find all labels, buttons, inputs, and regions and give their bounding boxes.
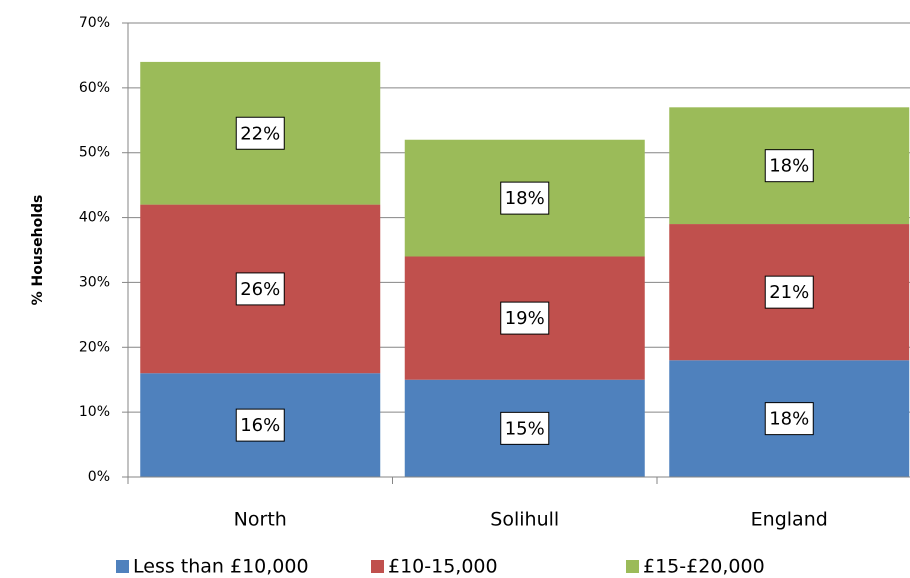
data-label: 16% (240, 415, 280, 436)
legend-label: Less than £10,000 (133, 556, 309, 578)
data-label-box (764, 402, 814, 436)
data-label: 15% (505, 418, 545, 439)
data-label: 18% (769, 156, 809, 177)
y-tick-label: 50% (79, 145, 110, 161)
data-label: 18% (769, 409, 809, 430)
legend-label: £15-£20,000 (643, 556, 765, 578)
legend-label: £10-15,000 (388, 556, 498, 578)
data-label: 19% (505, 308, 545, 329)
data-label-box (235, 408, 285, 442)
y-tick-label: 70% (79, 15, 110, 31)
data-label-box (500, 301, 550, 335)
y-tick-label: 10% (79, 404, 110, 420)
y-axis-label: % Households (30, 195, 46, 306)
data-label-box (235, 116, 285, 150)
y-tick-label: 60% (79, 80, 110, 96)
data-label-box (500, 411, 550, 445)
data-label: 22% (240, 123, 280, 144)
data-label-box (500, 181, 550, 215)
x-tick-label: England (751, 509, 828, 531)
legend-swatch (626, 560, 639, 573)
legend-swatch (116, 560, 129, 573)
x-tick-label: Solihull (490, 509, 559, 531)
y-tick-label: 40% (79, 210, 110, 226)
data-label-box (235, 272, 285, 306)
y-tick-label: 0% (88, 469, 110, 485)
y-tick-label: 20% (79, 339, 110, 355)
data-label-box (764, 149, 814, 183)
x-tick-label: North (234, 509, 287, 531)
y-tick-label: 30% (79, 274, 110, 290)
legend-swatch (371, 560, 384, 573)
data-label: 26% (240, 279, 280, 300)
data-label-box (764, 275, 814, 309)
data-label: 21% (769, 282, 809, 303)
data-label: 18% (505, 188, 545, 209)
